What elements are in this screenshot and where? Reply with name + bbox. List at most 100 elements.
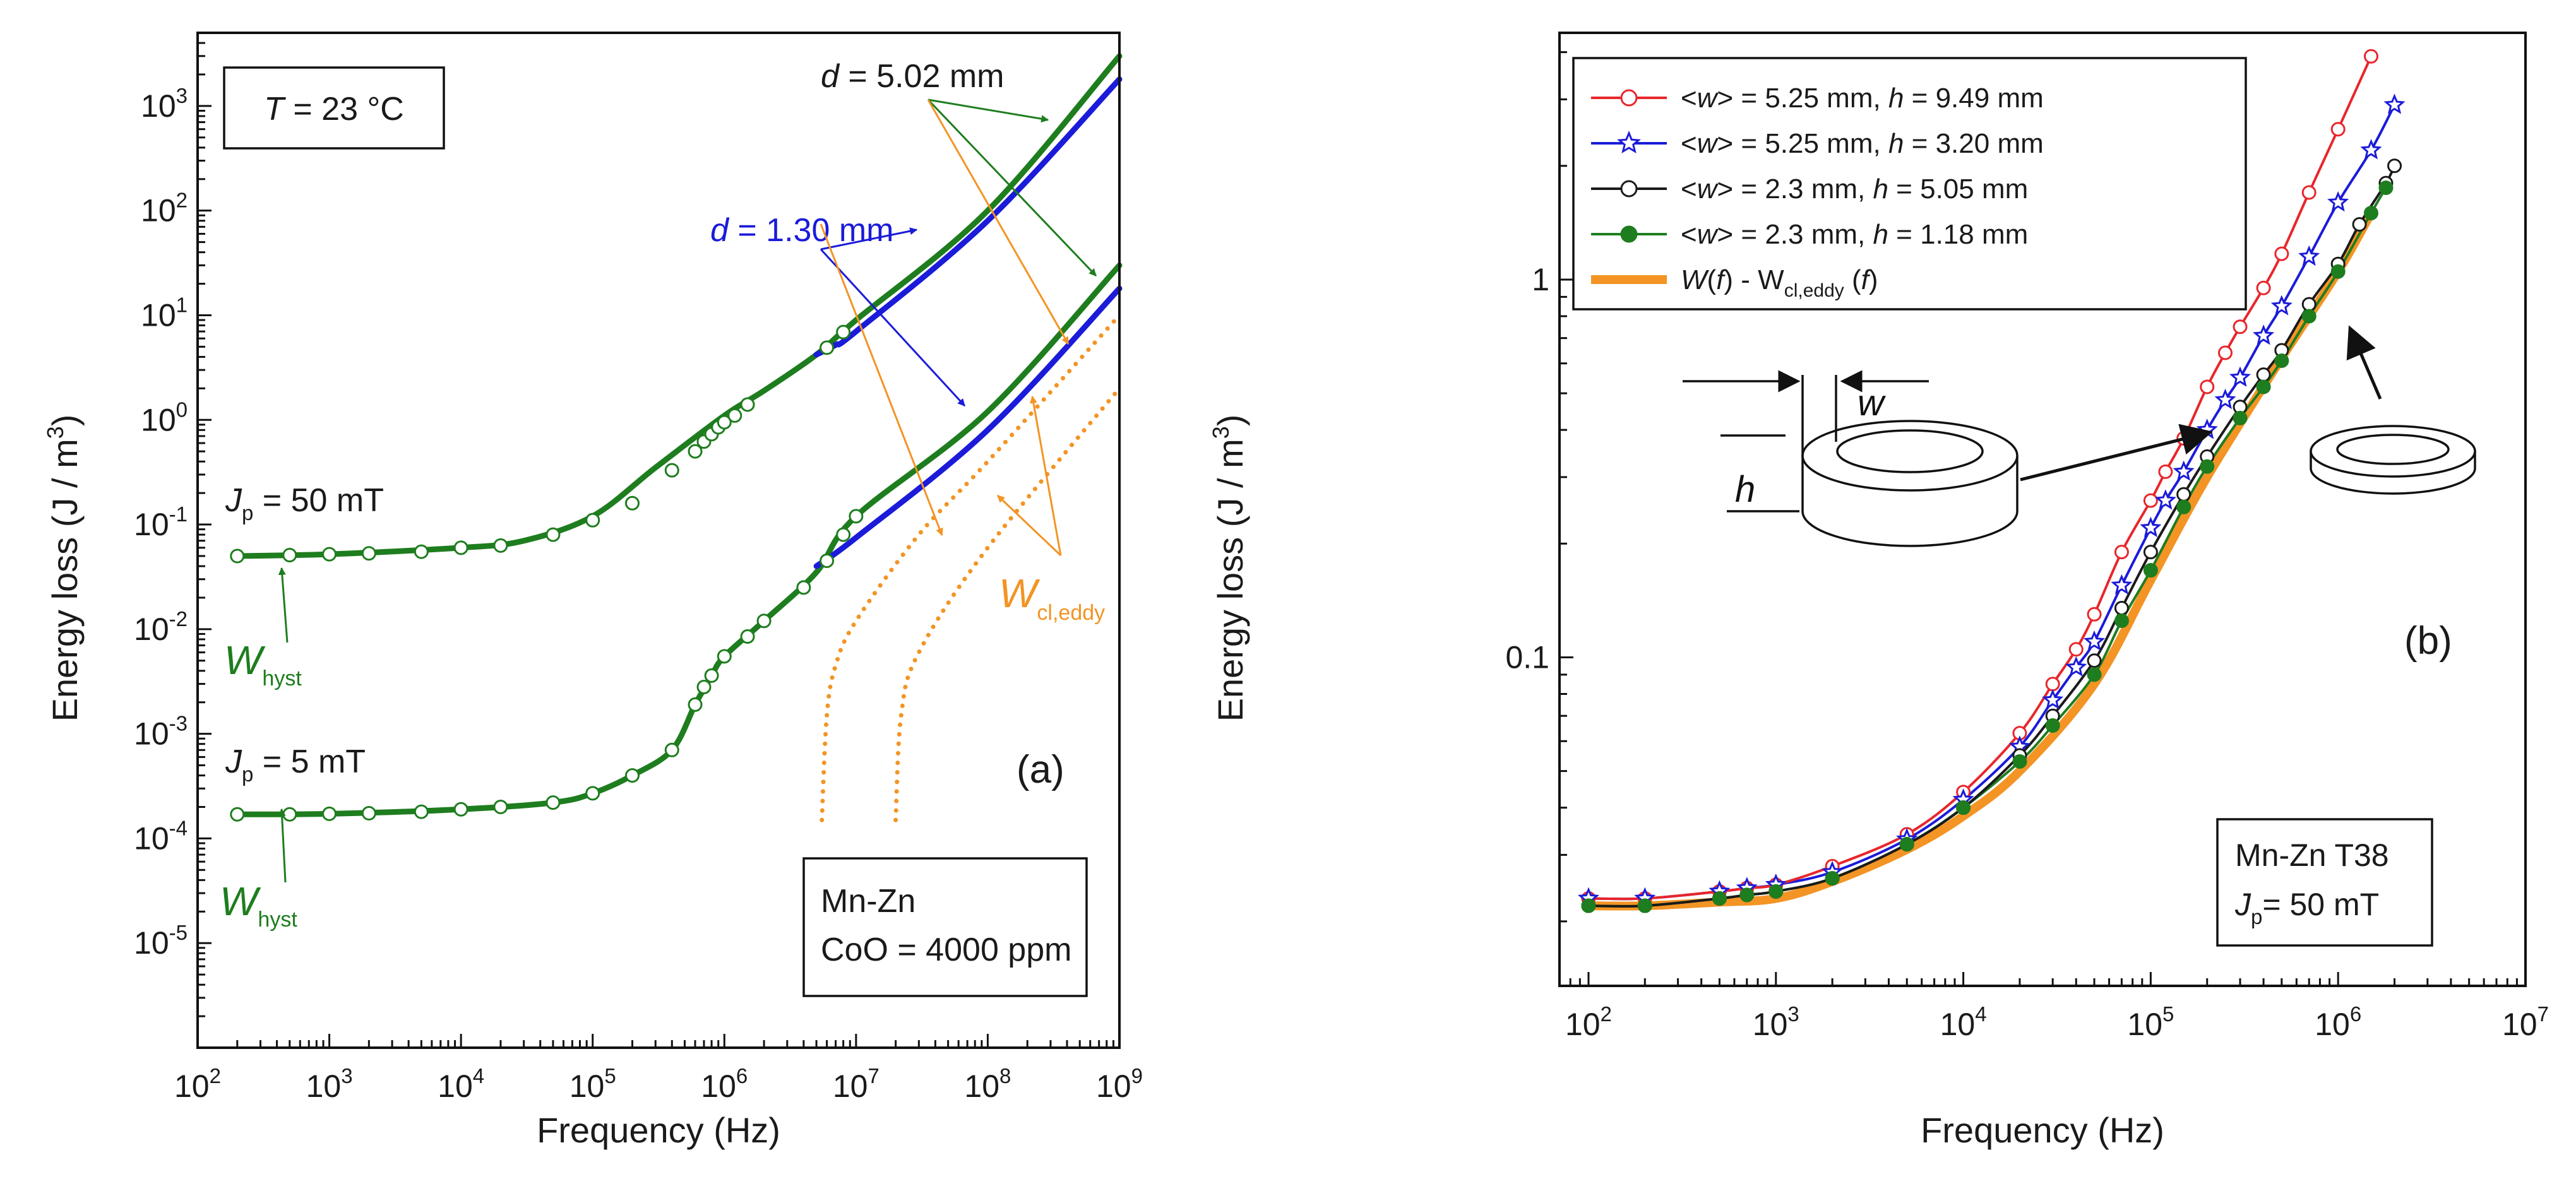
marker-circle <box>2301 309 2317 324</box>
marker-circle <box>2143 563 2158 578</box>
legend-label: <w> = 5.25 mm, h = 3.20 mm <box>1681 128 2044 159</box>
marker-circle <box>1956 800 1971 815</box>
d-thick-label: d = 5.02 mm <box>821 58 1004 95</box>
marker-star <box>2140 516 2162 538</box>
x-tick-label: 104 <box>1940 1002 1987 1042</box>
marker-5mT <box>688 697 703 712</box>
eddy-arrow-1 <box>820 223 943 536</box>
marker-circle <box>1899 837 1914 852</box>
marker-circle <box>2233 410 2248 425</box>
marker-5mT <box>453 802 468 817</box>
marker-5mT <box>849 509 864 524</box>
marker-5mT <box>585 786 600 801</box>
marker-circle <box>2274 353 2289 368</box>
marker-circle <box>1768 884 1784 899</box>
eddy-arrow-2 <box>927 99 1070 345</box>
x-tick-label: 104 <box>438 1064 484 1104</box>
marker-50mT <box>836 324 851 340</box>
eddy-arrow-3 <box>996 494 1062 557</box>
marker-star <box>2214 388 2236 410</box>
panel-b-x-tick-labels: 102 103 104 105 106 107 <box>1565 1002 2549 1042</box>
marker-star <box>2229 366 2251 387</box>
panel-b-label: (b) <box>2404 619 2452 663</box>
marker-star <box>2383 93 2406 114</box>
marker-50mT <box>414 544 429 559</box>
panel-b-x-axis-title: Frequency (Hz) <box>1921 1110 2164 1150</box>
marker-50mT <box>453 540 468 555</box>
marker-50mT <box>688 444 703 459</box>
marker-50mT <box>493 538 508 553</box>
marker-star <box>2360 139 2382 160</box>
panel-b-frame <box>1558 32 2527 987</box>
marker-circle <box>2012 754 2027 769</box>
marker-circle <box>2256 379 2271 394</box>
legend-marker <box>1620 180 1638 198</box>
legend-label: <w> = 5.25 mm, h = 9.49 mm <box>1681 83 2044 114</box>
marker-5mT <box>717 649 732 664</box>
marker-circle <box>2330 264 2346 279</box>
marker-5mT <box>493 800 508 815</box>
marker-circle <box>2200 459 2215 474</box>
marker-50mT <box>322 547 337 562</box>
marker-5mT <box>664 742 679 757</box>
marker-star <box>2298 245 2320 266</box>
marker-circle <box>2200 379 2215 394</box>
y-tick-label: 100 <box>141 398 188 437</box>
y-tick-label: 10-3 <box>134 712 188 752</box>
marker-star <box>2083 630 2106 651</box>
material-b-line-2: Jp= 50 mT <box>2234 887 2379 928</box>
panel-a-label: (a) <box>1017 748 1064 791</box>
x-tick-label: 106 <box>2315 1002 2361 1042</box>
marker-star <box>2253 324 2275 345</box>
marker-circle <box>2301 297 2317 312</box>
x-tick-label: 105 <box>2127 1002 2174 1042</box>
marker-5mT <box>704 668 719 683</box>
marker-circle <box>2143 493 2158 508</box>
panel-b-markers <box>1578 49 2406 913</box>
arrow-thick-upper <box>927 98 1049 123</box>
marker-star <box>2327 191 2349 212</box>
material-line-1: Mn-Zn <box>821 883 915 920</box>
marker-50mT <box>625 495 640 511</box>
marker-circle <box>2087 667 2102 682</box>
marker-circle <box>2363 49 2378 64</box>
panel-b-y-tick-labels: 0.11 <box>1505 262 1549 675</box>
x-tick-label: 107 <box>2502 1002 2549 1042</box>
x-tick-label: 108 <box>964 1064 1011 1104</box>
marker-50mT <box>740 397 755 412</box>
y-tick-label: 102 <box>141 189 188 228</box>
d-thin-label: d = 1.30 mm <box>710 212 893 249</box>
y-tick-label: 0.1 <box>1505 639 1549 675</box>
marker-circle <box>1712 891 1727 906</box>
legend-label: <w> = 2.3 mm, h = 5.05 mm <box>1681 174 2028 204</box>
eddy-arrow-4 <box>1029 395 1062 556</box>
sketch-w-label: w <box>1857 382 1886 424</box>
marker-5mT <box>546 795 561 810</box>
arrow-thick-lower <box>927 98 1097 277</box>
marker-circle <box>1637 898 1652 913</box>
arrow-thin-upper <box>820 227 918 251</box>
series-line-5 <box>820 313 1122 822</box>
marker-5mT <box>625 768 640 783</box>
marker-5mT <box>820 554 835 569</box>
w-hyst-label-low: Whyst <box>220 879 297 932</box>
panel-a-y-tick-labels: 10-5 10-4 10-3 10-2 10-1 100 101 102 103 <box>134 84 188 961</box>
sketch-tall-arrow <box>2020 424 2213 482</box>
w-cl-eddy-label: Wcl,eddy <box>999 571 1105 625</box>
panel-b-chart: 102 103 104 105 106 107 0.11 Frequency (Hz) E… <box>1208 32 2549 1150</box>
marker-circle <box>2143 545 2158 560</box>
y-tick-label: 10-5 <box>134 921 188 961</box>
panel-a-chart: 102 103 104 105 106 107 108 109 10-510-410-310-… <box>42 32 1143 1150</box>
material-box-b <box>2216 818 2433 947</box>
jp-5-label: Jp = 5 mT <box>225 744 366 786</box>
series-b-line-5 <box>1588 211 2375 911</box>
marker-star <box>2154 489 2176 510</box>
marker-5mT <box>836 527 851 542</box>
marker-circle <box>2114 600 2129 615</box>
marker-circle <box>2176 499 2191 514</box>
legend-label: <w> = 2.3 mm, h = 1.18 mm <box>1681 219 2028 250</box>
marker-star <box>2270 295 2293 316</box>
marker-5mT <box>740 629 755 644</box>
toroid-flat-sketch <box>2310 425 2476 495</box>
